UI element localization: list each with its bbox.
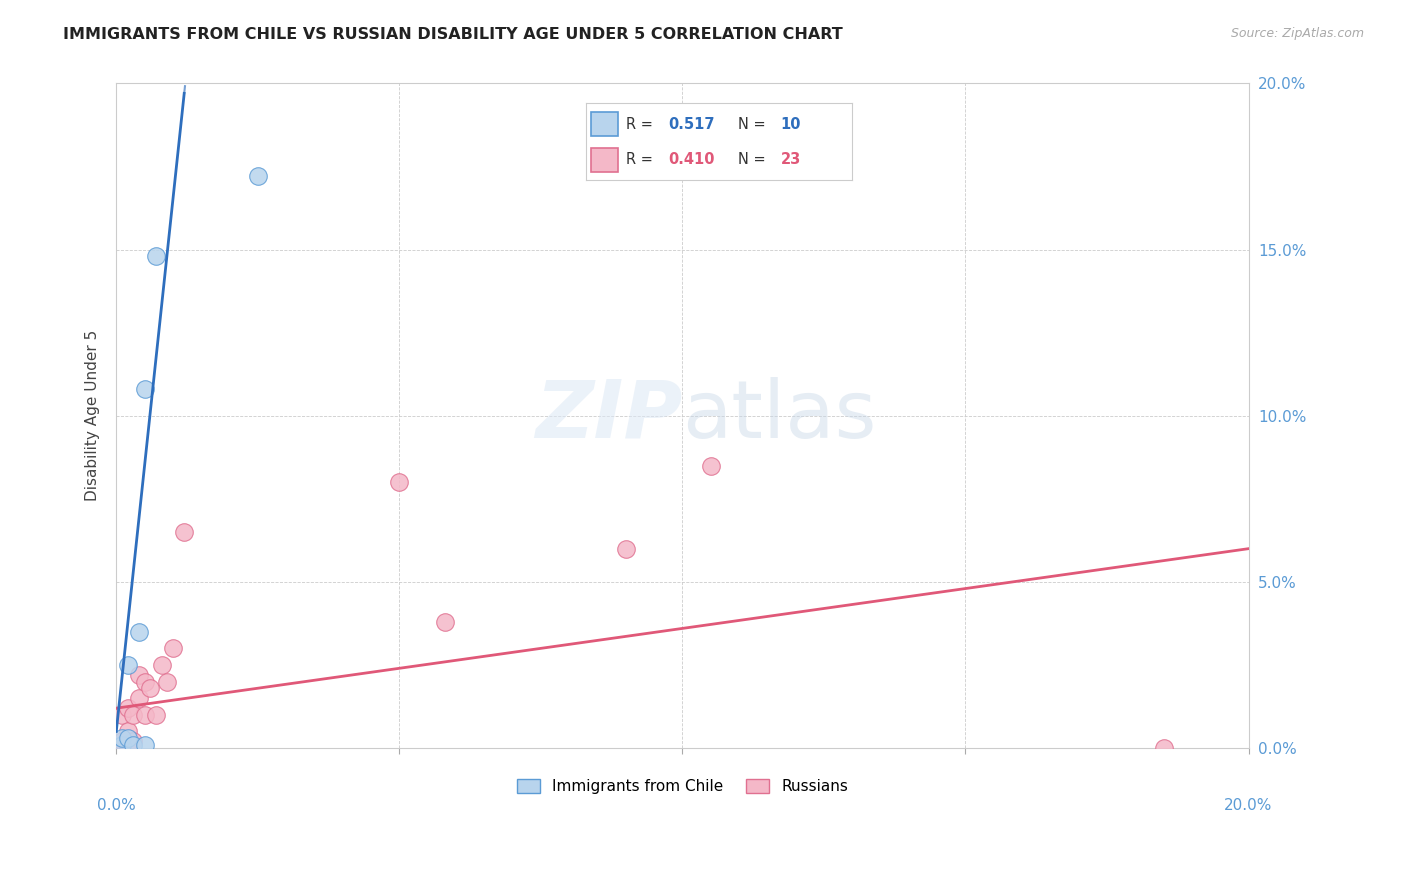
Point (162, 641, 184, 656)
Point (128, 668, 150, 682)
Point (1153, 741, 1175, 756)
Point (111, 741, 134, 756)
Point (139, 681, 162, 696)
Point (117, 657, 139, 672)
Point (111, 707, 134, 722)
Point (246, 169, 269, 184)
Point (128, 624, 150, 639)
Text: Source: ZipAtlas.com: Source: ZipAtlas.com (1230, 27, 1364, 40)
Point (614, 541, 637, 556)
Text: IMMIGRANTS FROM CHILE VS RUSSIAN DISABILITY AGE UNDER 5 CORRELATION CHART: IMMIGRANTS FROM CHILE VS RUSSIAN DISABIL… (63, 27, 844, 42)
Point (117, 741, 139, 756)
Y-axis label: Disability Age Under 5: Disability Age Under 5 (86, 330, 100, 501)
Point (145, 707, 167, 722)
Point (150, 657, 173, 672)
Point (433, 615, 456, 629)
Point (145, 249, 167, 263)
Text: atlas: atlas (682, 376, 877, 455)
Point (117, 701, 139, 715)
Point (173, 524, 195, 539)
Legend: Immigrants from Chile, Russians: Immigrants from Chile, Russians (510, 773, 855, 800)
Point (134, 738, 156, 752)
Point (388, 475, 411, 490)
Point (134, 707, 156, 722)
Point (699, 458, 721, 473)
Point (111, 731, 134, 745)
Point (134, 674, 156, 689)
Point (117, 724, 139, 739)
Text: 20.0%: 20.0% (1225, 797, 1272, 813)
Point (128, 691, 150, 706)
Text: 0.0%: 0.0% (97, 797, 135, 813)
Point (117, 731, 139, 745)
Point (122, 707, 145, 722)
Point (122, 734, 145, 748)
Point (122, 738, 145, 752)
Text: ZIP: ZIP (536, 376, 682, 455)
Point (111, 738, 134, 752)
Point (156, 674, 179, 689)
Point (134, 382, 156, 396)
Point (111, 734, 134, 748)
